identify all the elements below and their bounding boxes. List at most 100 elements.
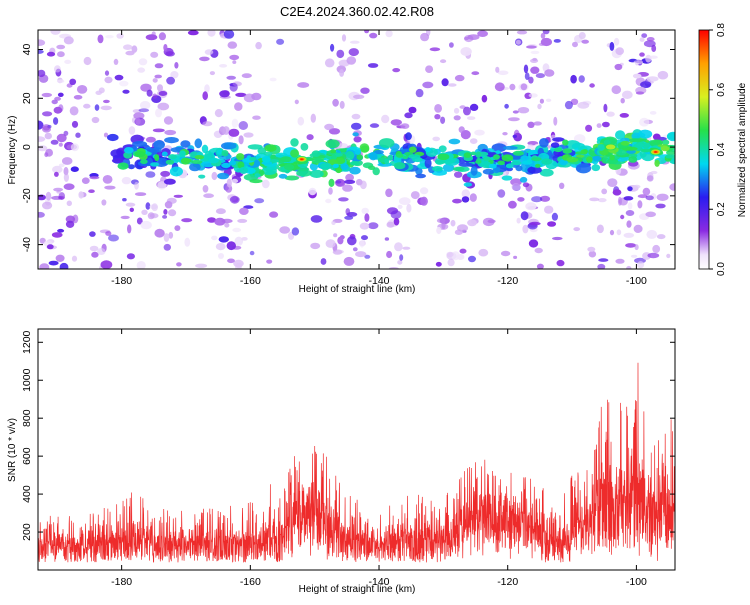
- noise-blob: [530, 50, 540, 55]
- noise-blob: [639, 52, 645, 57]
- noise-blob: [459, 248, 467, 254]
- noise-blob: [630, 254, 638, 258]
- band-core-blob: [564, 149, 573, 154]
- noise-blob: [41, 92, 52, 98]
- noise-blob: [57, 228, 65, 233]
- spectrogram-signal-band: [107, 129, 675, 187]
- noise-blob: [157, 102, 170, 111]
- noise-blob: [393, 217, 400, 226]
- band-core-blob: [463, 152, 472, 158]
- noise-blob: [50, 139, 59, 145]
- noise-blob: [333, 249, 344, 254]
- band-core-blob: [311, 150, 321, 157]
- noise-blob: [152, 93, 158, 99]
- noise-blob: [163, 233, 170, 242]
- band-core-blob: [396, 153, 404, 158]
- noise-blob: [173, 194, 183, 198]
- noise-blob: [234, 102, 243, 111]
- noise-blob: [229, 54, 240, 61]
- noise-blob: [603, 103, 608, 113]
- snr-xtick-label: -180: [111, 576, 132, 588]
- noise-blob: [162, 215, 168, 219]
- noise-blob: [614, 63, 623, 71]
- noise-blob: [392, 68, 401, 73]
- noise-blob: [530, 58, 539, 64]
- colorbar-tick-label: 0.4: [716, 142, 727, 156]
- band-core-blob: [553, 147, 563, 153]
- noise-blob: [361, 235, 368, 241]
- noise-blob: [559, 182, 565, 189]
- spectrogram-noise-field: [38, 30, 675, 269]
- band-blob: [552, 137, 565, 142]
- noise-blob: [441, 221, 446, 230]
- snr-frame: [37, 328, 676, 571]
- noise-blob: [104, 76, 113, 84]
- noise-blob: [639, 117, 650, 127]
- noise-blob: [456, 254, 465, 260]
- band-blob: [278, 173, 288, 179]
- noise-blob: [495, 66, 500, 73]
- noise-blob: [540, 32, 546, 39]
- noise-blob: [656, 234, 666, 240]
- noise-blob: [361, 207, 370, 215]
- noise-blob: [637, 261, 645, 269]
- band-core-blob: [284, 164, 295, 171]
- noise-blob: [360, 180, 367, 190]
- noise-blob: [367, 63, 379, 68]
- noise-blob: [386, 221, 395, 228]
- noise-blob: [70, 143, 79, 152]
- noise-blob: [627, 186, 633, 192]
- noise-blob: [639, 37, 645, 42]
- snr-x-axis: -180 -160 -140 -120 -100: [111, 329, 647, 588]
- band-blob: [345, 151, 355, 161]
- noise-blob: [647, 252, 660, 259]
- band-blob: [169, 166, 183, 177]
- spectrogram-ytick-label: 0: [21, 144, 33, 150]
- band-core-blob: [641, 142, 651, 149]
- band-blob: [591, 164, 601, 172]
- noise-blob: [497, 189, 506, 198]
- band-blob: [463, 182, 473, 187]
- noise-blob: [199, 56, 210, 62]
- spectrogram-ytick-label: -40: [21, 237, 33, 252]
- noise-blob: [615, 47, 624, 55]
- noise-blob: [666, 253, 671, 259]
- noise-blob: [232, 227, 242, 233]
- noise-blob: [202, 185, 209, 193]
- noise-blob: [540, 37, 553, 47]
- band-core-blob: [332, 163, 339, 169]
- noise-blob: [528, 76, 534, 84]
- colorbar-tick-label: 0.8: [716, 23, 727, 37]
- noise-blob: [134, 181, 139, 190]
- band-blob: [631, 132, 641, 140]
- band-blob: [405, 132, 412, 141]
- noise-blob: [56, 133, 67, 143]
- noise-blob: [458, 126, 465, 133]
- noise-blob: [587, 246, 596, 252]
- band-blob: [438, 145, 447, 153]
- band-peak-1: [654, 151, 657, 153]
- band-core-blob: [236, 153, 245, 161]
- noise-blob: [508, 117, 520, 122]
- noise-blob: [547, 221, 557, 227]
- noise-blob: [237, 218, 248, 223]
- noise-blob: [646, 76, 659, 82]
- noise-blob: [136, 261, 146, 269]
- noise-blob: [453, 115, 461, 121]
- noise-blob: [103, 99, 110, 104]
- noise-blob: [127, 224, 132, 234]
- noise-blob: [355, 251, 367, 258]
- band-blob: [290, 138, 299, 147]
- noise-blob: [89, 231, 96, 237]
- noise-blob: [534, 247, 543, 254]
- noise-blob: [140, 220, 152, 230]
- noise-blob: [520, 211, 529, 221]
- band-core-blob: [531, 157, 542, 162]
- band-core-blob: [239, 166, 249, 174]
- noise-blob: [58, 163, 65, 168]
- snr-xtick-label: -120: [497, 576, 518, 588]
- noise-blob: [146, 89, 153, 97]
- noise-blob: [229, 82, 238, 92]
- band-blob: [257, 147, 267, 155]
